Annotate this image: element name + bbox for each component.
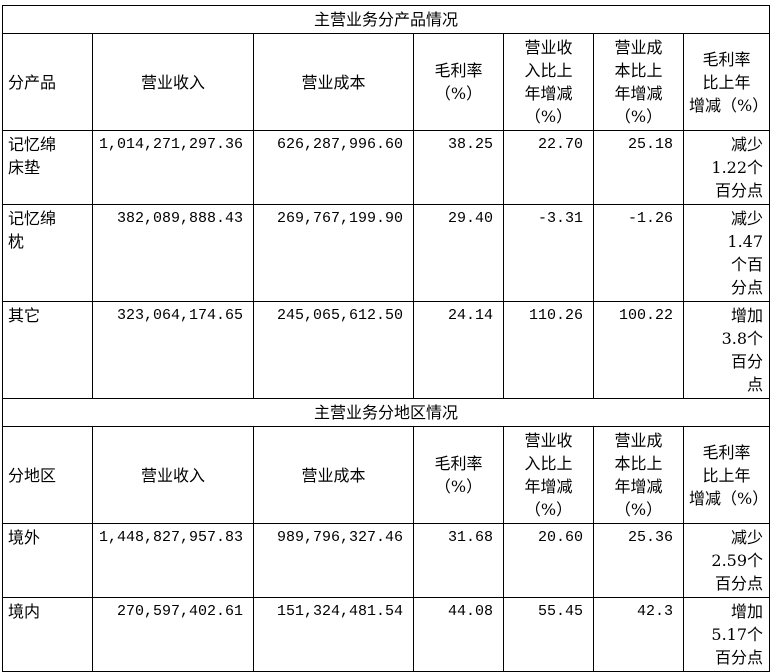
cell-rev-change: 55.45 [503, 597, 594, 672]
section-title: 主营业务分地区情况 [1, 398, 771, 427]
cell-margin: 24.14 [413, 301, 504, 399]
column-header: 营业成本 [253, 426, 414, 524]
table-row: 境内 270,597,402.61 151,324,481.54 44.08 55.45… [2, 597, 771, 672]
cell-cost-change: 100.22 [593, 301, 684, 399]
column-header: 毛利率 （%） [413, 33, 504, 131]
cell-revenue: 323,064,174.65 [92, 301, 254, 399]
column-header: 分产品 [2, 33, 93, 131]
column-header: 营业成 本比上 年增减 （%） [593, 33, 684, 131]
column-header: 营业收入 [92, 33, 254, 131]
cell-revenue: 1,448,827,957.83 [92, 523, 254, 598]
cell-cost: 151,324,481.54 [253, 597, 414, 672]
header-row: 分产品 营业收入 营业成本 毛利率 （%） 营业收 入比上 年增减 （%） 营业成 本比上… [2, 33, 771, 131]
cell-cost-change: 25.18 [593, 130, 684, 205]
cell-cost: 245,065,612.50 [253, 301, 414, 399]
column-header: 营业收入 [92, 426, 254, 524]
cell-margin: 29.40 [413, 204, 504, 302]
cell-margin-change: 减少 1.22个 百分点 [682, 130, 771, 205]
column-header: 毛利率 （%） [413, 426, 504, 524]
cell-margin-change: 增加 3.8个 百分 点 [682, 301, 771, 399]
column-header: 毛利率 比上年 增减（%） [682, 426, 771, 524]
table-row: 其它 323,064,174.65 245,065,612.50 24.14 110.2… [2, 301, 771, 399]
cell-margin: 31.68 [413, 523, 504, 598]
section-title: 主营业务分产品情况 [1, 5, 771, 34]
cell-cost: 269,767,199.90 [253, 204, 414, 302]
cell-name: 记忆绵 枕 [2, 204, 93, 302]
cell-rev-change: -3.31 [503, 204, 594, 302]
cell-margin-change: 减少 1.47 个百 分点 [682, 204, 771, 302]
cell-cost-change: 42.3 [593, 597, 684, 672]
column-header: 营业收 入比上 年增减 （%） [503, 426, 594, 524]
cell-rev-change: 22.70 [503, 130, 594, 205]
cell-cost-change: 25.36 [593, 523, 684, 598]
table-row: 记忆绵 枕 382,089,888.43 269,767,199.90 29.40 -3… [2, 204, 771, 302]
cell-name: 其它 [2, 301, 93, 399]
cell-name: 境内 [2, 597, 93, 672]
cell-margin: 38.25 [413, 130, 504, 205]
cell-name: 记忆绵 床垫 [2, 130, 93, 205]
cell-cost-change: -1.26 [593, 204, 684, 302]
cell-revenue: 270,597,402.61 [92, 597, 254, 672]
cell-margin-change: 减少 2.59个 百分点 [682, 523, 771, 598]
cell-rev-change: 110.26 [503, 301, 594, 399]
cell-margin-change: 增加 5.17个 百分点 [682, 597, 771, 672]
cell-revenue: 1,014,271,297.36 [92, 130, 254, 205]
cell-cost: 989,796,327.46 [253, 523, 414, 598]
table-row: 境外 1,448,827,957.83 989,796,327.46 31.68 20.… [2, 523, 771, 598]
cell-revenue: 382,089,888.43 [92, 204, 254, 302]
column-header: 营业成本 [253, 33, 414, 131]
column-header: 分地区 [2, 426, 93, 524]
column-header: 营业成 本比上 年增减 （%） [593, 426, 684, 524]
table-row: 记忆绵 床垫 1,014,271,297.36 626,287,996.60 38.2… [2, 130, 771, 205]
column-header: 营业收 入比上 年增减 （%） [503, 33, 594, 131]
cell-cost: 626,287,996.60 [253, 130, 414, 205]
column-header: 毛利率 比上年 增减（%） [682, 33, 771, 131]
main-business-table: 主营业务分产品情况 分产品 营业收入 营业成本 毛利率 （%） 营业收 入比上 年增减 （… [1, 5, 771, 672]
cell-margin: 44.08 [413, 597, 504, 672]
cell-name: 境外 [2, 523, 93, 598]
header-row: 分地区 营业收入 营业成本 毛利率 （%） 营业收 入比上 年增减 （%） 营业成 本比上… [2, 426, 771, 524]
cell-rev-change: 20.60 [503, 523, 594, 598]
